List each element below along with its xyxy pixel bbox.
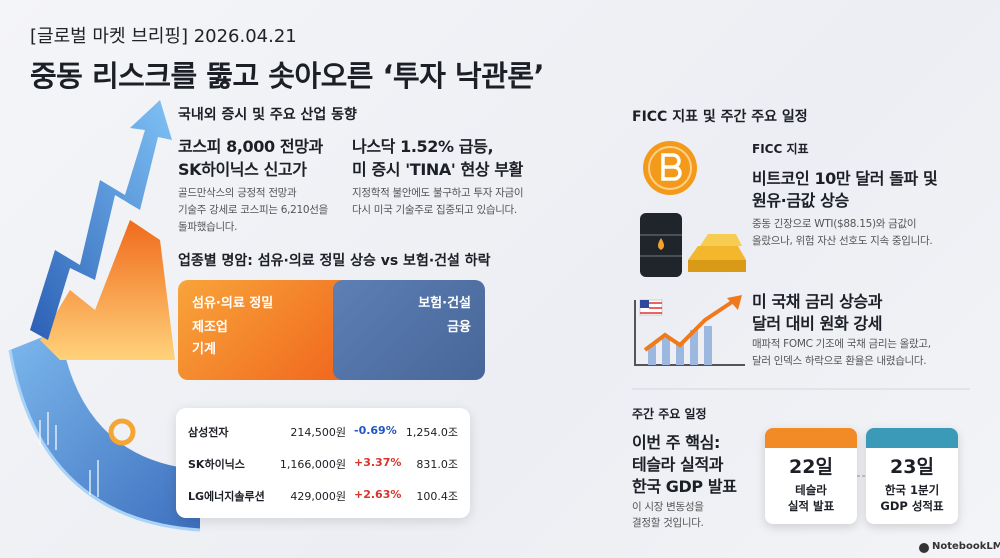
- news-body: 골드만삭스의 긍정적 전망과: [178, 187, 297, 199]
- sector-up-item: 제조업: [192, 320, 228, 335]
- sector-up: 섬유·의료 정밀 제조업 기계: [178, 280, 353, 380]
- news-body: 기술주 강세로 코스피는 6,210선을: [178, 204, 328, 216]
- oil-drop: [658, 238, 664, 250]
- ficc-label: FICC 지표: [752, 142, 809, 156]
- event-date: 22일: [789, 456, 833, 478]
- stock-cap: 100.4조: [416, 490, 458, 503]
- stock-change: +2.63%: [354, 488, 402, 501]
- weekly-title: 이번 주 핵심:: [632, 433, 720, 452]
- sector-heading: 업종별 명암: 섬유·의료 정밀 상승 vs 보험·건설 하락: [178, 253, 491, 269]
- calendar-card: 23일 한국 1분기 GDP 성적표: [866, 428, 958, 524]
- chart-line: [643, 298, 737, 352]
- stock-cap: 1,254.0조: [405, 426, 458, 439]
- calendar-header: [765, 428, 857, 448]
- ficc-title: 미 국채 금리 상승과: [752, 292, 883, 311]
- news-body: 돌파했습니다.: [178, 221, 238, 233]
- news-body: 다시 미국 기술주로 집중되고 있습니다.: [352, 204, 517, 216]
- ficc-body: 매파적 FOMC 기조에 국채 금리는 올랐고,: [752, 338, 931, 350]
- stock-table: 삼성전자 214,500원 -0.69% 1,254.0조 SK하이닉스 1,1…: [176, 408, 470, 518]
- stock-cap: 831.0조: [416, 458, 458, 471]
- ficc-body: 달러 인덱스 하락으로 환율은 내렸습니다.: [752, 355, 927, 367]
- sector-up-item: 섬유·의료 정밀: [192, 296, 274, 311]
- rising-arrow: [30, 100, 172, 340]
- stock-price: 429,000원: [290, 490, 346, 503]
- stock-price: 1,166,000원: [279, 458, 346, 471]
- sector-down: 보험·건설 금융: [333, 280, 485, 380]
- ficc-body: 중동 긴장으로 WTI($88.15)와 금값이: [752, 218, 917, 230]
- brand: NotebookLM: [932, 541, 1000, 552]
- stock-price: 214,500원: [290, 426, 346, 439]
- ribbon: [10, 330, 200, 530]
- title: 중동 리스크를 뚫고 솟아오른 ‘투자 낙관론’: [30, 59, 545, 93]
- gold-bar: [700, 234, 742, 246]
- news-body: 지정학적 불안에도 불구하고 투자 자금이: [352, 187, 524, 199]
- news-title: 나스닥 1.52% 급등,: [352, 137, 494, 156]
- calendar-card: 22일 테슬라 실적 발표: [765, 428, 857, 524]
- weekly-body: 결정할 것입니다.: [632, 517, 704, 529]
- sector-up-item: 기계: [192, 342, 216, 357]
- orange-area: [40, 220, 175, 360]
- weekly-heading: 주간 주요 일정: [632, 407, 707, 421]
- ribbon-edge: [8, 349, 201, 532]
- event-text: GDP 성적표: [880, 499, 944, 513]
- bitcoin-ring: [648, 146, 692, 190]
- weekly-title: 테슬라 실적과: [632, 455, 724, 474]
- weekly-title: 한국 GDP 발표: [632, 477, 737, 496]
- section-heading: 국내외 증시 및 주요 산업 동향: [178, 107, 357, 123]
- stock-name: LG에너지솔루션: [188, 490, 265, 503]
- news-title: 미 증시 'TINA' 현상 부활: [352, 160, 523, 179]
- kicker: [글로벌 마켓 브리핑] 2026.04.21: [30, 26, 297, 47]
- brand-logo: [919, 543, 929, 553]
- stock-name: SK하이닉스: [188, 458, 245, 471]
- news-title: 코스피 8,000 전망과: [178, 137, 323, 156]
- stock-name: 삼성전자: [188, 426, 229, 439]
- ficc-title: 달러 대비 원화 강세: [752, 314, 883, 333]
- chart-bars: [648, 326, 712, 365]
- ficc-title: 원유·금값 상승: [752, 191, 849, 210]
- event-text: 한국 1분기: [884, 483, 940, 497]
- ficc-title: 비트코인 10만 달러 돌파 및: [752, 169, 938, 188]
- news-title: SK하이닉스 신고가: [178, 160, 307, 179]
- event-text: 테슬라: [795, 483, 827, 497]
- stock-change: -0.69%: [354, 424, 397, 437]
- weekly-body: 이 시장 변동성을: [632, 501, 704, 513]
- sector-down-item: 금융: [447, 320, 471, 335]
- bitcoin-glyph: [661, 153, 682, 181]
- calendar-header: [866, 428, 958, 448]
- gold-bar: [688, 246, 746, 260]
- stock-change: +3.37%: [354, 456, 402, 469]
- ribbon-bars: [39, 412, 99, 497]
- event-text: 실적 발표: [787, 499, 835, 513]
- section-heading: FICC 지표 및 주간 주요 일정: [632, 109, 808, 125]
- event-date: 23일: [890, 456, 934, 478]
- ficc-body: 올랐으나, 위험 자산 선호도 지속 중입니다.: [752, 235, 933, 247]
- ribbon-pie: [108, 418, 136, 446]
- sector-down-item: 보험·건설: [418, 296, 471, 311]
